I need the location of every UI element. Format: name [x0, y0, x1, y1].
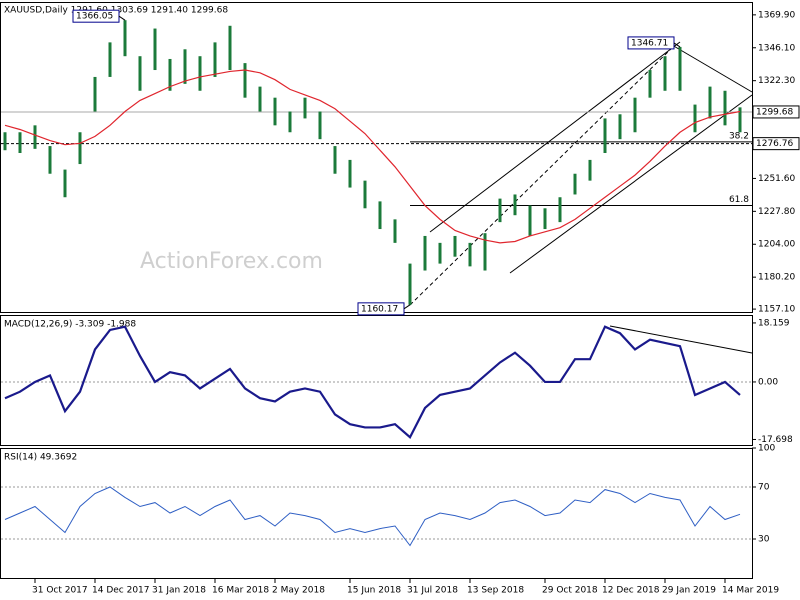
annotation-label: 1160.17 [361, 304, 398, 314]
rsi-panel [0, 448, 753, 579]
x-tick-label: 16 Mar 2018 [212, 586, 269, 596]
y-tick-label: -17.698 [758, 435, 793, 445]
annotation-leader [673, 42, 681, 48]
channel-upper [429, 41, 681, 233]
fib-label: 38.2 [729, 131, 749, 141]
macd-panel [0, 315, 753, 446]
falling-trend [671, 44, 753, 93]
y-tick-label: 1157.10 [758, 305, 795, 315]
watermark: ActionForex.com [140, 249, 323, 274]
annotation-label: 1346.71 [631, 38, 668, 48]
y-tick-label: 100 [758, 444, 775, 454]
support-label: 1276.76 [756, 139, 793, 149]
current-price-box [752, 105, 800, 119]
x-tick-label: 14 Mar 2019 [722, 586, 779, 596]
y-tick-label: 18.159 [758, 318, 790, 328]
x-tick-label: 14 Dec 2017 [92, 586, 150, 596]
y-tick-label: 1204.00 [758, 240, 795, 250]
annotation-leader [403, 304, 411, 310]
y-tick-label: 1322.30 [758, 76, 795, 86]
rsi-line [4, 486, 741, 547]
y-tick-label: 1251.60 [758, 174, 795, 184]
moving-average [4, 69, 741, 244]
macd-title: MACD(12,26,9) -3.309 -1.988 [4, 320, 136, 330]
x-tick-label: 2 May 2018 [272, 586, 325, 596]
fib-label: 61.8 [729, 195, 749, 205]
y-tick-label: 1227.80 [758, 207, 795, 217]
rsi-title: RSI(14) 49.3692 [4, 453, 77, 463]
macd-line [4, 325, 741, 439]
x-tick-label: 31 Jul 2018 [407, 586, 458, 596]
x-tick-label: 13 Sep 2018 [467, 586, 524, 596]
annotation-leader [118, 15, 126, 21]
x-tick-label: 15 Jun 2018 [347, 586, 401, 596]
dashed-trend [409, 44, 676, 306]
channel-lower [509, 94, 753, 274]
support-box [752, 137, 800, 151]
x-tick-label: 29 Jan 2019 [662, 586, 716, 596]
x-tick-label: 29 Oct 2018 [542, 586, 598, 596]
y-tick-label: 70 [758, 483, 770, 493]
macd-trend [609, 325, 753, 354]
y-tick-label: 1180.20 [758, 273, 795, 283]
y-tick-label: 0.00 [758, 377, 778, 387]
y-tick-label: 1346.10 [758, 43, 795, 53]
annotation-label: 1366.05 [76, 12, 113, 22]
x-tick-label: 31 Oct 2017 [32, 586, 88, 596]
x-tick-label: 31 Jan 2018 [152, 586, 206, 596]
y-tick-label: 1369.90 [758, 10, 795, 20]
x-tick-label: 12 Dec 2018 [602, 586, 660, 596]
y-tick-label: 30 [758, 535, 770, 545]
current-price-label: 1299.68 [756, 107, 793, 117]
